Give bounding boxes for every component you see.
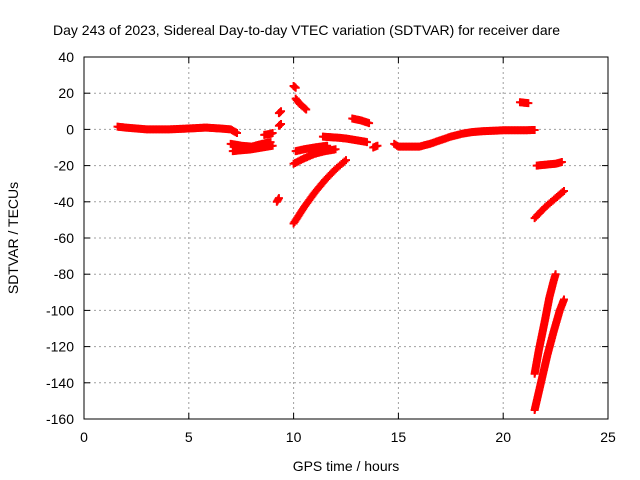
x-tick-label: 15: [391, 429, 407, 445]
plot-frame: [83, 56, 609, 420]
y-tick-label: -160: [46, 411, 74, 427]
data-point: [365, 119, 374, 128]
y-tick-label: -140: [46, 375, 74, 391]
grid-lines: [84, 57, 608, 419]
data-point: [302, 105, 311, 114]
y-axis-label: SDTVAR / TECUs: [5, 182, 21, 294]
y-tick-label: 0: [66, 121, 74, 137]
data-point: [233, 129, 242, 138]
x-tick-label: 5: [185, 429, 193, 445]
y-tick-label: 40: [58, 49, 74, 65]
data-point: [274, 194, 283, 203]
y-tick-label: -40: [54, 194, 74, 210]
x-tick-label: 10: [286, 429, 302, 445]
axis-ticks: 0 5 10 15 20 25 40 20 0 -20 -40 -60 -80 -100 -120 -140 -…: [46, 49, 616, 445]
data-point: [323, 141, 332, 150]
y-tick-label: 20: [58, 85, 74, 101]
y-tick-label: -60: [54, 230, 74, 246]
data-point: [559, 295, 568, 304]
y-tick-label: -100: [46, 302, 74, 318]
data-point: [373, 141, 382, 150]
x-axis-label: GPS time / hours: [293, 458, 400, 474]
data-point: [340, 157, 349, 166]
chart-title: Day 243 of 2023, Sidereal Day-to-day VTE…: [53, 22, 560, 38]
data-point: [362, 138, 371, 147]
x-tick-label: 0: [80, 429, 88, 445]
data-point: [551, 270, 560, 279]
data-point: [268, 141, 277, 150]
y-tick-label: -120: [46, 339, 74, 355]
data-point: [268, 129, 277, 138]
data-point: [277, 107, 286, 116]
data-point: [530, 125, 539, 134]
x-tick-label: 25: [600, 429, 616, 445]
data-point: [291, 83, 300, 92]
y-tick-label: -20: [54, 158, 74, 174]
y-tick-label: -80: [54, 266, 74, 282]
data-point: [559, 186, 568, 195]
data-points: [113, 81, 568, 414]
data-point: [342, 156, 350, 165]
data-point: [277, 119, 286, 128]
data-point: [331, 145, 340, 154]
data-point: [524, 99, 533, 108]
data-point: [557, 157, 566, 166]
data-point: [558, 188, 567, 197]
x-tick-label: 20: [495, 429, 511, 445]
